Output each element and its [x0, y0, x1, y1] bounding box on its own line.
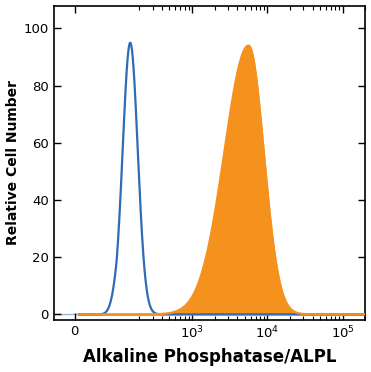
- Y-axis label: Relative Cell Number: Relative Cell Number: [6, 80, 20, 245]
- X-axis label: Alkaline Phosphatase/ALPL: Alkaline Phosphatase/ALPL: [83, 349, 336, 366]
